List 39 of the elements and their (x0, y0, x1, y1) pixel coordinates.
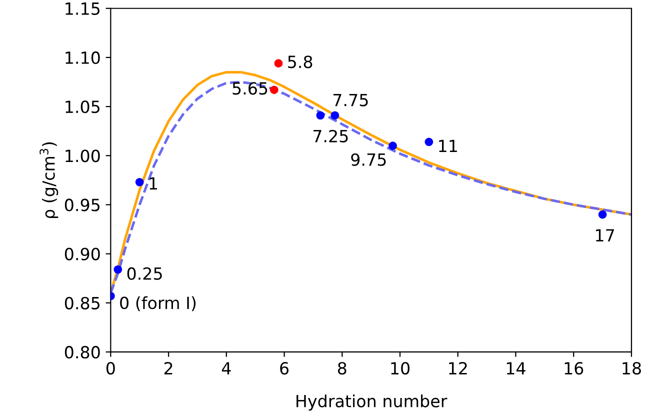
point (330, 111, 340, 120)
point (114, 265, 122, 274)
point (424, 138, 434, 146)
y-tick-label: 0.85 (64, 296, 100, 310)
x-axis-title: Hydration number (296, 394, 448, 411)
y-axis-title: ρ (g/cm$^{3}$) (40, 142, 58, 218)
y-tick-label: 0.90 (64, 248, 100, 260)
y-tick-label: 1.00 (66, 150, 100, 162)
x-tick-label: 8 (338, 362, 346, 375)
y-tick-label: 0.95 (64, 198, 100, 212)
annotation: 17 (596, 229, 614, 242)
y-tick-label: 1.05 (66, 100, 100, 114)
annotation: 9.75 (351, 153, 386, 166)
x-tick-label: 0 (106, 362, 115, 375)
point (316, 111, 325, 120)
x-tick-label: 16 (564, 362, 584, 375)
point (598, 210, 607, 219)
annotation: 0.25 (127, 267, 162, 280)
y-tick-label: 0.80 (64, 346, 100, 359)
annotation: 5.8 (288, 56, 312, 68)
point (135, 178, 144, 186)
annotation: 7.25 (313, 130, 348, 142)
x-tick-label: 12 (449, 362, 467, 374)
annotation: 5.65 (232, 82, 268, 95)
x-tick-label: 4 (222, 362, 231, 374)
annotation: 1 (150, 177, 157, 190)
y-tick-label: 1.15 (66, 2, 100, 15)
x-tick-label: 6 (280, 362, 289, 375)
annotation: 7.75 (333, 94, 368, 106)
y-tick-label: 1.10 (66, 51, 100, 64)
x-tick-label: 10 (391, 362, 410, 375)
point (388, 142, 397, 150)
x-tick-label: 18 (622, 362, 641, 375)
annotation: 0 (form I) (120, 296, 196, 312)
annotation: 11 (439, 140, 457, 152)
point (274, 59, 283, 68)
x-tick-label: 2 (164, 362, 172, 374)
point (270, 86, 278, 94)
x-tick-label: 14 (506, 362, 526, 374)
